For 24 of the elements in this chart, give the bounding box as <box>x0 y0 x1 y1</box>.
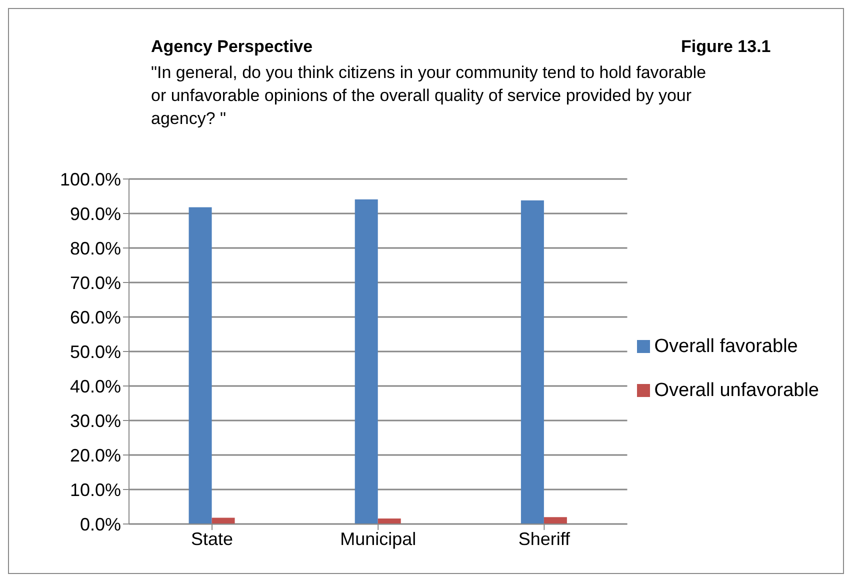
y-tick-label: 70.0% <box>70 272 121 293</box>
legend-label: Overall unfavorable <box>654 380 819 401</box>
caption: Figure 13.1 <box>681 37 771 57</box>
y-tick-label: 100.0% <box>60 169 121 190</box>
bar <box>520 200 544 524</box>
chart-subtitle: "In general, do you think citizens in your community tend to hold favorable or unfavorable opinions of the overall quality of service provided by your agency? " <box>151 62 708 130</box>
y-tick-label: 90.0% <box>70 204 121 224</box>
y-tick-label: 60.0% <box>70 307 121 328</box>
x-tick-label: State <box>191 528 234 549</box>
bar <box>188 207 212 524</box>
bar <box>378 518 401 524</box>
y-tick-label: 20.0% <box>70 445 121 466</box>
chart-title: Agency Perspective <box>151 37 313 57</box>
x-tick-label: Municipal <box>340 528 416 549</box>
y-tick-label: 80.0% <box>70 238 121 258</box>
y-tick-label: 30.0% <box>70 410 121 431</box>
legend-label: Overall favorable <box>654 336 798 357</box>
bar <box>544 517 567 524</box>
y-tick-label: 0.0% <box>80 514 121 534</box>
x-tick-label: Sheriff <box>518 528 572 549</box>
bar <box>354 199 378 524</box>
y-tick-label: 50.0% <box>70 342 121 362</box>
y-tick-label: 40.0% <box>70 376 121 396</box>
y-tick-label: 10.0% <box>70 480 121 500</box>
